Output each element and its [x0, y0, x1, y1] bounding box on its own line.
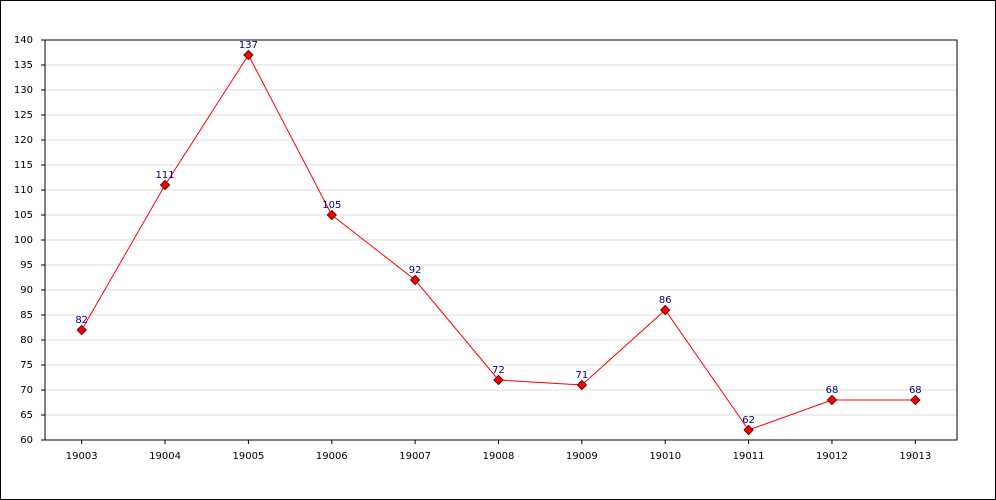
- value-label: 71: [575, 370, 588, 381]
- data-point: [826, 394, 838, 406]
- data-point: [326, 209, 337, 221]
- x-tick-label: 19008: [483, 451, 515, 462]
- data-point: [243, 49, 254, 61]
- x-tick-label: 19013: [899, 451, 931, 462]
- y-tick-label: 100: [14, 235, 33, 246]
- data-point: [743, 424, 754, 436]
- y-tick-label: 130: [14, 85, 33, 96]
- x-tick-label: 19010: [649, 451, 681, 462]
- y-tick-label: 110: [14, 185, 33, 196]
- data-point: [493, 374, 504, 386]
- value-label: 86: [659, 295, 672, 306]
- x-tick-label: 19009: [566, 451, 598, 462]
- value-label: 82: [75, 315, 88, 326]
- x-tick-label: 19007: [399, 451, 431, 462]
- y-tick-label: 75: [20, 360, 33, 371]
- data-point: [76, 324, 87, 336]
- y-tick-label: 90: [20, 285, 33, 296]
- y-tick-label: 70: [20, 385, 33, 396]
- y-tick-label: 120: [14, 135, 33, 146]
- x-tick-label: 19012: [816, 451, 848, 462]
- data-point: [576, 379, 588, 391]
- value-label: 111: [155, 170, 174, 181]
- x-tick-label: 19004: [149, 451, 181, 462]
- y-tick-label: 140: [14, 35, 33, 46]
- data-point: [159, 179, 171, 191]
- value-label: 62: [742, 415, 755, 426]
- x-tick-label: 19006: [316, 451, 348, 462]
- x-tick-label: 19011: [733, 451, 765, 462]
- y-tick-label: 135: [14, 60, 33, 71]
- data-point: [910, 394, 921, 406]
- y-tick-label: 115: [14, 160, 33, 171]
- y-tick-label: 60: [20, 435, 33, 446]
- plot-frame: [44, 39, 958, 441]
- data-point: [409, 274, 421, 286]
- y-tick-label: 65: [20, 410, 33, 421]
- value-label: 105: [322, 200, 341, 211]
- y-tick-label: 125: [14, 110, 33, 121]
- y-tick-label: 85: [20, 310, 33, 321]
- x-tick-label: 19003: [66, 451, 98, 462]
- data-point: [660, 304, 671, 316]
- value-label: 68: [826, 385, 839, 396]
- value-label: 68: [909, 385, 922, 396]
- value-label: 137: [239, 40, 258, 51]
- y-tick-label: 95: [20, 260, 33, 271]
- y-tick-label: 105: [14, 210, 33, 221]
- x-tick-label: 19005: [233, 451, 265, 462]
- value-label: 92: [409, 265, 422, 276]
- y-tick-label: 80: [20, 335, 33, 346]
- value-label: 72: [492, 365, 505, 376]
